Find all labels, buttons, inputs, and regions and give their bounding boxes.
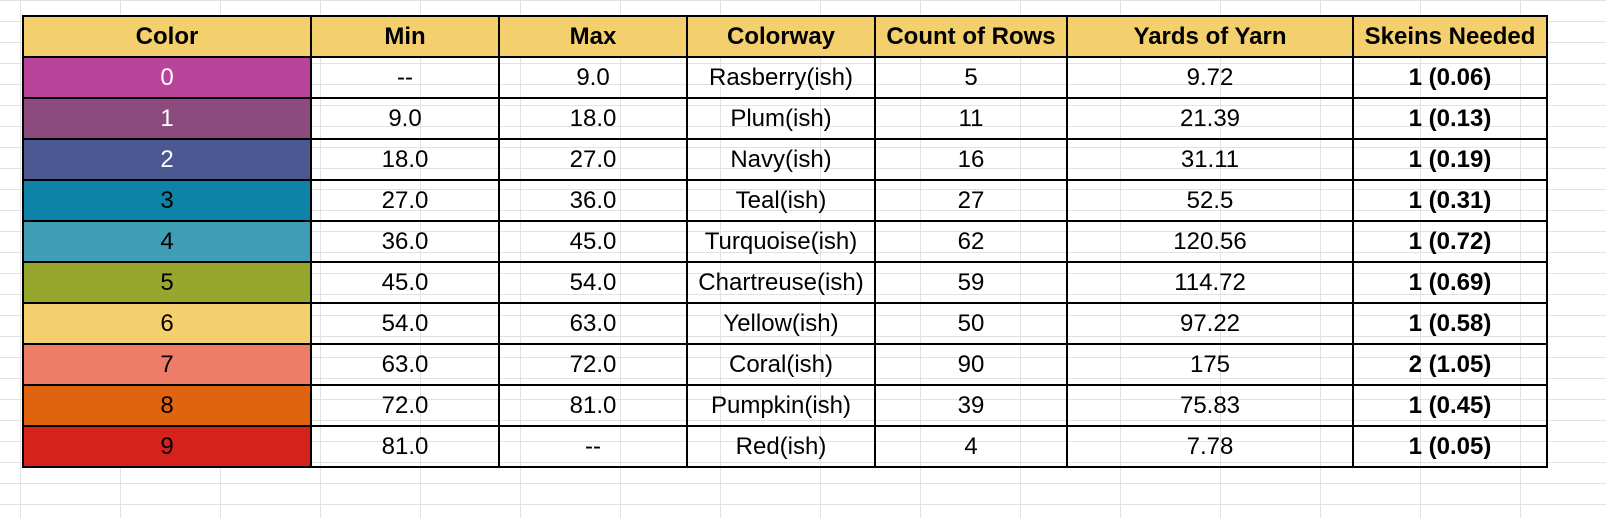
colorway-cell[interactable]: Yellow(ish): [686, 302, 876, 345]
yards-of-yarn-cell[interactable]: 21.39: [1066, 97, 1354, 140]
count-of-rows-cell[interactable]: 5: [874, 56, 1068, 99]
yards-of-yarn-cell[interactable]: 114.72: [1066, 261, 1354, 304]
yards-of-yarn-cell[interactable]: 75.83: [1066, 384, 1354, 427]
skeins-needed-cell[interactable]: 1 (0.31): [1352, 179, 1548, 222]
header-row: Color Min Max Colorway Count of Rows Yar…: [22, 15, 1548, 58]
min-cell[interactable]: 36.0: [310, 220, 500, 263]
header-max[interactable]: Max: [498, 15, 688, 58]
header-skeins-needed[interactable]: Skeins Needed: [1352, 15, 1548, 58]
color-cell[interactable]: 1: [22, 97, 312, 140]
min-cell[interactable]: 18.0: [310, 138, 500, 181]
max-cell[interactable]: 81.0: [498, 384, 688, 427]
count-of-rows-cell[interactable]: 16: [874, 138, 1068, 181]
color-cell[interactable]: 7: [22, 343, 312, 386]
yards-of-yarn-cell[interactable]: 52.5: [1066, 179, 1354, 222]
colorway-cell[interactable]: Pumpkin(ish): [686, 384, 876, 427]
min-cell[interactable]: 81.0: [310, 425, 500, 468]
max-cell[interactable]: 63.0: [498, 302, 688, 345]
max-cell[interactable]: 45.0: [498, 220, 688, 263]
skeins-needed-cell[interactable]: 1 (0.19): [1352, 138, 1548, 181]
max-cell[interactable]: --: [498, 425, 688, 468]
color-cell[interactable]: 2: [22, 138, 312, 181]
table-row: 8 72.0 81.0 Pumpkin(ish) 39 75.83 1 (0.45): [22, 384, 1548, 427]
skeins-needed-cell[interactable]: 1 (0.13): [1352, 97, 1548, 140]
max-cell[interactable]: 54.0: [498, 261, 688, 304]
table-row: 9 81.0 -- Red(ish) 4 7.78 1 (0.05): [22, 425, 1548, 468]
yards-of-yarn-cell[interactable]: 97.22: [1066, 302, 1354, 345]
yarn-table: Color Min Max Colorway Count of Rows Yar…: [22, 15, 1548, 468]
colorway-cell[interactable]: Navy(ish): [686, 138, 876, 181]
skeins-needed-cell[interactable]: 2 (1.05): [1352, 343, 1548, 386]
skeins-needed-cell[interactable]: 1 (0.69): [1352, 261, 1548, 304]
table-body: 0 -- 9.0 Rasberry(ish) 5 9.72 1 (0.06) 1 9.0 18.0…: [22, 56, 1548, 468]
yards-of-yarn-cell[interactable]: 175: [1066, 343, 1354, 386]
max-cell[interactable]: 72.0: [498, 343, 688, 386]
count-of-rows-cell[interactable]: 11: [874, 97, 1068, 140]
max-cell[interactable]: 27.0: [498, 138, 688, 181]
max-cell[interactable]: 9.0: [498, 56, 688, 99]
header-min[interactable]: Min: [310, 15, 500, 58]
color-cell[interactable]: 8: [22, 384, 312, 427]
header-colorway[interactable]: Colorway: [686, 15, 876, 58]
max-cell[interactable]: 18.0: [498, 97, 688, 140]
colorway-cell[interactable]: Teal(ish): [686, 179, 876, 222]
color-cell[interactable]: 5: [22, 261, 312, 304]
max-cell[interactable]: 36.0: [498, 179, 688, 222]
colorway-cell[interactable]: Chartreuse(ish): [686, 261, 876, 304]
colorway-cell[interactable]: Red(ish): [686, 425, 876, 468]
header-color[interactable]: Color: [22, 15, 312, 58]
table-row: 4 36.0 45.0 Turquoise(ish) 62 120.56 1 (0.72): [22, 220, 1548, 263]
skeins-needed-cell[interactable]: 1 (0.05): [1352, 425, 1548, 468]
yards-of-yarn-cell[interactable]: 9.72: [1066, 56, 1354, 99]
table-row: 7 63.0 72.0 Coral(ish) 90 175 2 (1.05): [22, 343, 1548, 386]
count-of-rows-cell[interactable]: 39: [874, 384, 1068, 427]
color-cell[interactable]: 3: [22, 179, 312, 222]
table-row: 0 -- 9.0 Rasberry(ish) 5 9.72 1 (0.06): [22, 56, 1548, 99]
skeins-needed-cell[interactable]: 1 (0.72): [1352, 220, 1548, 263]
table-row: 1 9.0 18.0 Plum(ish) 11 21.39 1 (0.13): [22, 97, 1548, 140]
min-cell[interactable]: 45.0: [310, 261, 500, 304]
min-cell[interactable]: 27.0: [310, 179, 500, 222]
count-of-rows-cell[interactable]: 62: [874, 220, 1068, 263]
yards-of-yarn-cell[interactable]: 120.56: [1066, 220, 1354, 263]
min-cell[interactable]: 63.0: [310, 343, 500, 386]
count-of-rows-cell[interactable]: 90: [874, 343, 1068, 386]
min-cell[interactable]: 54.0: [310, 302, 500, 345]
colorway-cell[interactable]: Coral(ish): [686, 343, 876, 386]
colorway-cell[interactable]: Plum(ish): [686, 97, 876, 140]
count-of-rows-cell[interactable]: 59: [874, 261, 1068, 304]
color-cell[interactable]: 0: [22, 56, 312, 99]
min-cell[interactable]: 9.0: [310, 97, 500, 140]
header-count-of-rows[interactable]: Count of Rows: [874, 15, 1068, 58]
count-of-rows-cell[interactable]: 4: [874, 425, 1068, 468]
min-cell[interactable]: --: [310, 56, 500, 99]
skeins-needed-cell[interactable]: 1 (0.06): [1352, 56, 1548, 99]
color-cell[interactable]: 6: [22, 302, 312, 345]
yards-of-yarn-cell[interactable]: 31.11: [1066, 138, 1354, 181]
yards-of-yarn-cell[interactable]: 7.78: [1066, 425, 1354, 468]
count-of-rows-cell[interactable]: 50: [874, 302, 1068, 345]
colorway-cell[interactable]: Rasberry(ish): [686, 56, 876, 99]
count-of-rows-cell[interactable]: 27: [874, 179, 1068, 222]
table-row: 5 45.0 54.0 Chartreuse(ish) 59 114.72 1 (0.69): [22, 261, 1548, 304]
skeins-needed-cell[interactable]: 1 (0.45): [1352, 384, 1548, 427]
colorway-cell[interactable]: Turquoise(ish): [686, 220, 876, 263]
header-yards-of-yarn[interactable]: Yards of Yarn: [1066, 15, 1354, 58]
color-cell[interactable]: 9: [22, 425, 312, 468]
skeins-needed-cell[interactable]: 1 (0.58): [1352, 302, 1548, 345]
table-row: 3 27.0 36.0 Teal(ish) 27 52.5 1 (0.31): [22, 179, 1548, 222]
table-row: 6 54.0 63.0 Yellow(ish) 50 97.22 1 (0.58): [22, 302, 1548, 345]
table-row: 2 18.0 27.0 Navy(ish) 16 31.11 1 (0.19): [22, 138, 1548, 181]
color-cell[interactable]: 4: [22, 220, 312, 263]
min-cell[interactable]: 72.0: [310, 384, 500, 427]
